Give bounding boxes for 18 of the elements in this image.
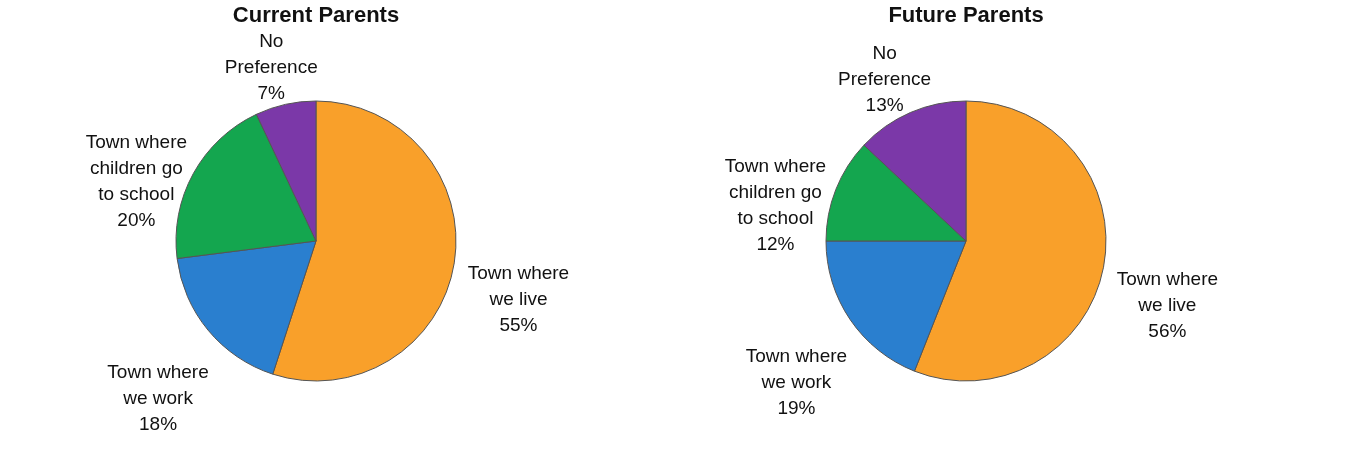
- slice-label: Town where children go to school: [85, 131, 188, 205]
- data-label: 19%: [777, 397, 816, 419]
- chart-title: Future Parents: [888, 2, 1044, 27]
- slice-label: No Preference: [224, 29, 318, 77]
- slice-label: Town where children go to school: [724, 154, 827, 228]
- data-label: 56%: [1148, 320, 1187, 342]
- data-label: 12%: [756, 232, 795, 254]
- slice-label: Town where we live: [467, 262, 570, 310]
- slice-label: No Preference: [838, 41, 932, 89]
- data-label: 55%: [499, 314, 538, 336]
- data-label: 13%: [865, 93, 904, 115]
- chart-title: Current Parents: [232, 2, 400, 27]
- slice-label: Town where we live: [1116, 268, 1219, 316]
- slice-label: Town where we work: [745, 345, 848, 393]
- data-label: 20%: [117, 209, 156, 231]
- slice-label: Town where we work: [107, 360, 209, 408]
- data-label: 18%: [139, 412, 178, 434]
- data-label: 7%: [257, 81, 286, 103]
